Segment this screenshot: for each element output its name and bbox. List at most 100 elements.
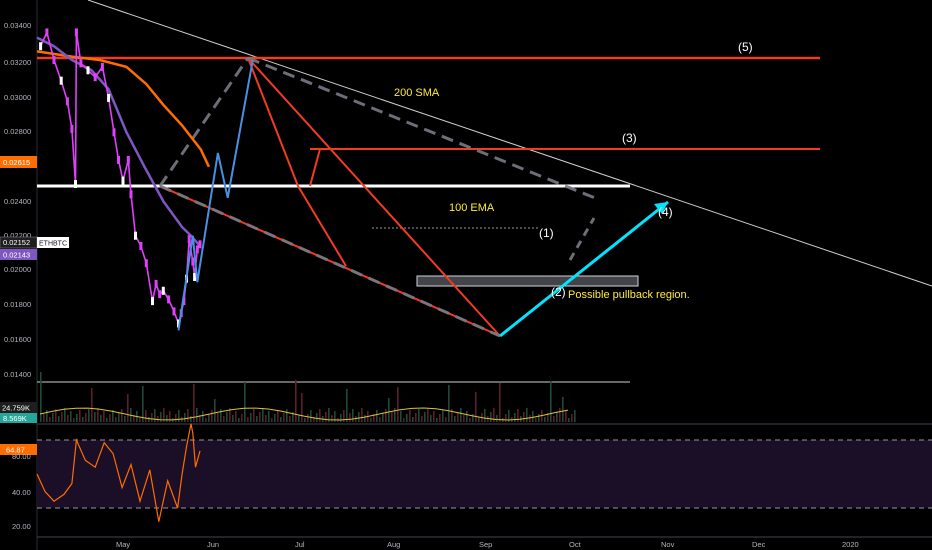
volume-bar [307, 414, 309, 422]
sma-200-annotation: 200 SMA [394, 87, 440, 99]
volume-bar [523, 412, 525, 422]
price-candle [172, 307, 176, 316]
volume-bar [76, 414, 78, 422]
projection-waves [177, 59, 254, 331]
volume-bar [148, 417, 150, 422]
cyan-trend-arrow [499, 200, 669, 338]
pullback-annotation: Possible pullback region. [568, 289, 690, 301]
volume-bar [214, 399, 216, 422]
volume-bar [40, 372, 42, 422]
volume-bar [514, 413, 516, 422]
volume-bar [538, 414, 540, 422]
volume-bar [151, 413, 153, 422]
volume-bar [265, 415, 267, 422]
price-tick-8: 0.01600 [4, 335, 31, 344]
price-candle [86, 66, 90, 75]
volume-bar [304, 418, 306, 422]
fan-line-b [297, 185, 347, 267]
price-candle [39, 42, 43, 51]
volume-bar [529, 415, 531, 422]
volume-bar [379, 417, 381, 422]
volume-bar [82, 417, 84, 422]
long-downtrend-line [87, 0, 932, 287]
volume-bar [409, 410, 411, 422]
volume-bar [508, 410, 510, 422]
volume-bar [52, 413, 54, 422]
volume-bar [133, 415, 135, 422]
volume-bar [247, 417, 249, 422]
time-tick-3: Aug [387, 540, 400, 549]
volume-bar [565, 411, 567, 422]
cyan-arrow-head [654, 202, 668, 214]
volume-bar [235, 411, 237, 422]
volume-bar [433, 411, 435, 422]
price-tick-9: 0.01400 [4, 370, 31, 379]
volume-bar [328, 408, 330, 422]
price-axis-ticks: 0.03400 0.03200 0.03000 0.02800 0.02400 0.022… [4, 21, 31, 379]
volume-bar [400, 411, 402, 422]
volume-bar [184, 413, 186, 422]
volume-bar [493, 408, 495, 422]
symbol-badge: ETHBTC [39, 241, 67, 248]
volume-bar [505, 414, 507, 422]
volume-bar [190, 416, 192, 422]
volume-bar [394, 408, 396, 422]
volume-bar [238, 418, 240, 422]
volume-bar [361, 408, 363, 422]
time-tick-6: Nov [661, 540, 675, 549]
volume-bar [157, 416, 159, 422]
ema-badge: 0.02143 [0, 249, 37, 260]
volume-bar [439, 414, 441, 422]
volume-bar [106, 418, 108, 422]
trend-drawings [37, 0, 932, 383]
volume-bar [256, 416, 258, 422]
volume-bar [436, 418, 438, 422]
volume-bar [112, 410, 114, 422]
volume-bar [199, 415, 201, 422]
volume-bar [385, 409, 387, 422]
sma-badge: 0.02615 [0, 156, 37, 168]
volume-bar [544, 417, 546, 422]
sma-200-line [36, 50, 211, 168]
volume-bar [277, 410, 279, 422]
volume-bar [49, 417, 51, 422]
volume-bar [142, 386, 144, 422]
volume-bar [319, 409, 321, 422]
volume-bar [556, 412, 558, 422]
volume-bar [61, 412, 63, 422]
fan-line-c [309, 148, 321, 187]
price-candle [70, 124, 74, 133]
volume-bar [532, 411, 534, 422]
price-badge-value: 0.02152 [3, 238, 30, 247]
price-badge: 0.02152 ETHBTC [0, 236, 69, 249]
volume-bar [46, 410, 48, 422]
volume-bar [211, 410, 213, 422]
volume-bar [340, 414, 342, 422]
volume-bar [421, 416, 423, 422]
time-tick-7: Dec [752, 540, 766, 549]
wave-label-5: (5) [738, 40, 753, 54]
price-candle [187, 235, 191, 244]
volume-bar [427, 408, 429, 422]
price-candle [52, 56, 56, 64]
wave-label-2: (2) [551, 285, 566, 299]
volume-bar [406, 414, 408, 422]
volume-bar [154, 409, 156, 422]
volume-bars [40, 372, 576, 422]
volume-bar [403, 418, 405, 422]
volume-bar [292, 412, 294, 422]
volume-bar [469, 418, 471, 422]
volume-bar [547, 413, 549, 422]
volume-bar [310, 410, 312, 422]
price-tick-7: 0.01800 [4, 300, 31, 309]
price-candle [161, 286, 165, 295]
volume-bar [283, 413, 285, 422]
volume-bar [226, 412, 228, 422]
wave-label-1: (1) [539, 226, 554, 240]
volume-bar [451, 409, 453, 422]
volume-bar [526, 408, 528, 422]
volume-bar [64, 408, 66, 422]
volume-bar [442, 410, 444, 422]
